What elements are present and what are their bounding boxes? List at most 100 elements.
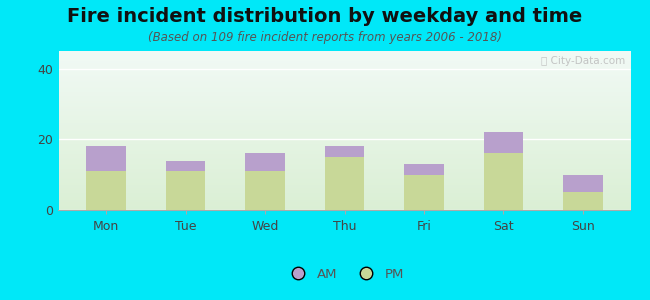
Bar [58, 65, 630, 66]
Bar [166, 171, 205, 210]
Bar [58, 126, 630, 127]
Bar [58, 154, 630, 155]
Bar [58, 127, 630, 128]
Bar [58, 61, 630, 62]
Bar [58, 187, 630, 188]
Bar [58, 149, 630, 150]
Bar [58, 94, 630, 95]
Bar [58, 51, 630, 52]
Bar [324, 146, 365, 157]
Bar [58, 183, 630, 184]
Bar [58, 74, 630, 75]
Bar [58, 58, 630, 59]
Bar [58, 176, 630, 177]
Bar [58, 192, 630, 193]
Bar [86, 171, 126, 210]
Bar [58, 56, 630, 57]
Bar [484, 132, 523, 154]
Bar [58, 145, 630, 146]
Bar [58, 132, 630, 133]
Bar [58, 116, 630, 117]
Bar [58, 119, 630, 120]
Bar [58, 151, 630, 152]
Bar [58, 168, 630, 169]
Text: (Based on 109 fire incident reports from years 2006 - 2018): (Based on 109 fire incident reports from… [148, 32, 502, 44]
Bar [58, 122, 630, 123]
Bar [58, 195, 630, 196]
Bar [58, 179, 630, 180]
Bar [58, 107, 630, 108]
Bar [58, 98, 630, 99]
Bar [58, 125, 630, 126]
Bar [58, 121, 630, 122]
Bar [58, 89, 630, 90]
Bar [58, 144, 630, 145]
Bar [58, 118, 630, 119]
Bar [58, 156, 630, 157]
Bar [58, 80, 630, 81]
Bar [58, 148, 630, 149]
Bar [58, 110, 630, 111]
Bar [58, 194, 630, 195]
Bar [58, 83, 630, 84]
Bar [58, 172, 630, 173]
Bar [58, 71, 630, 72]
Bar [58, 171, 630, 172]
Bar [58, 108, 630, 109]
Bar [58, 152, 630, 153]
Bar [58, 109, 630, 110]
Bar [58, 62, 630, 63]
Bar [58, 88, 630, 89]
Bar [58, 143, 630, 144]
Bar [58, 169, 630, 170]
Bar [58, 64, 630, 65]
Bar [58, 180, 630, 181]
Bar [58, 131, 630, 132]
Bar [58, 160, 630, 161]
Bar [58, 135, 630, 136]
Text: Fire incident distribution by weekday and time: Fire incident distribution by weekday an… [68, 8, 582, 26]
Bar [58, 52, 630, 53]
Bar [58, 146, 630, 147]
Bar [58, 70, 630, 71]
Bar [58, 203, 630, 204]
Legend: AM, PM: AM, PM [280, 262, 410, 286]
Bar [563, 175, 603, 192]
Bar [58, 115, 630, 116]
Bar [58, 137, 630, 138]
Bar [58, 113, 630, 114]
Bar [58, 68, 630, 69]
Bar [58, 205, 630, 206]
Bar [58, 69, 630, 70]
Bar [58, 163, 630, 164]
Bar [58, 82, 630, 83]
Bar [245, 154, 285, 171]
Bar [58, 112, 630, 113]
Bar [58, 124, 630, 125]
Bar [58, 142, 630, 143]
Bar [58, 175, 630, 176]
Bar [58, 161, 630, 162]
Bar [58, 134, 630, 135]
Bar [58, 114, 630, 115]
Bar [58, 141, 630, 142]
Bar [58, 139, 630, 140]
Bar [58, 186, 630, 187]
Bar [58, 97, 630, 98]
Bar [58, 117, 630, 118]
Bar [58, 96, 630, 97]
Bar [58, 75, 630, 76]
Bar [58, 207, 630, 208]
Bar [58, 204, 630, 205]
Bar [58, 208, 630, 209]
Bar [58, 99, 630, 100]
Bar [58, 200, 630, 201]
Bar [58, 147, 630, 148]
Bar [563, 192, 603, 210]
Bar [58, 164, 630, 165]
Bar [58, 198, 630, 199]
Bar [58, 102, 630, 103]
Bar [58, 181, 630, 182]
Bar [58, 202, 630, 203]
Bar [58, 170, 630, 171]
